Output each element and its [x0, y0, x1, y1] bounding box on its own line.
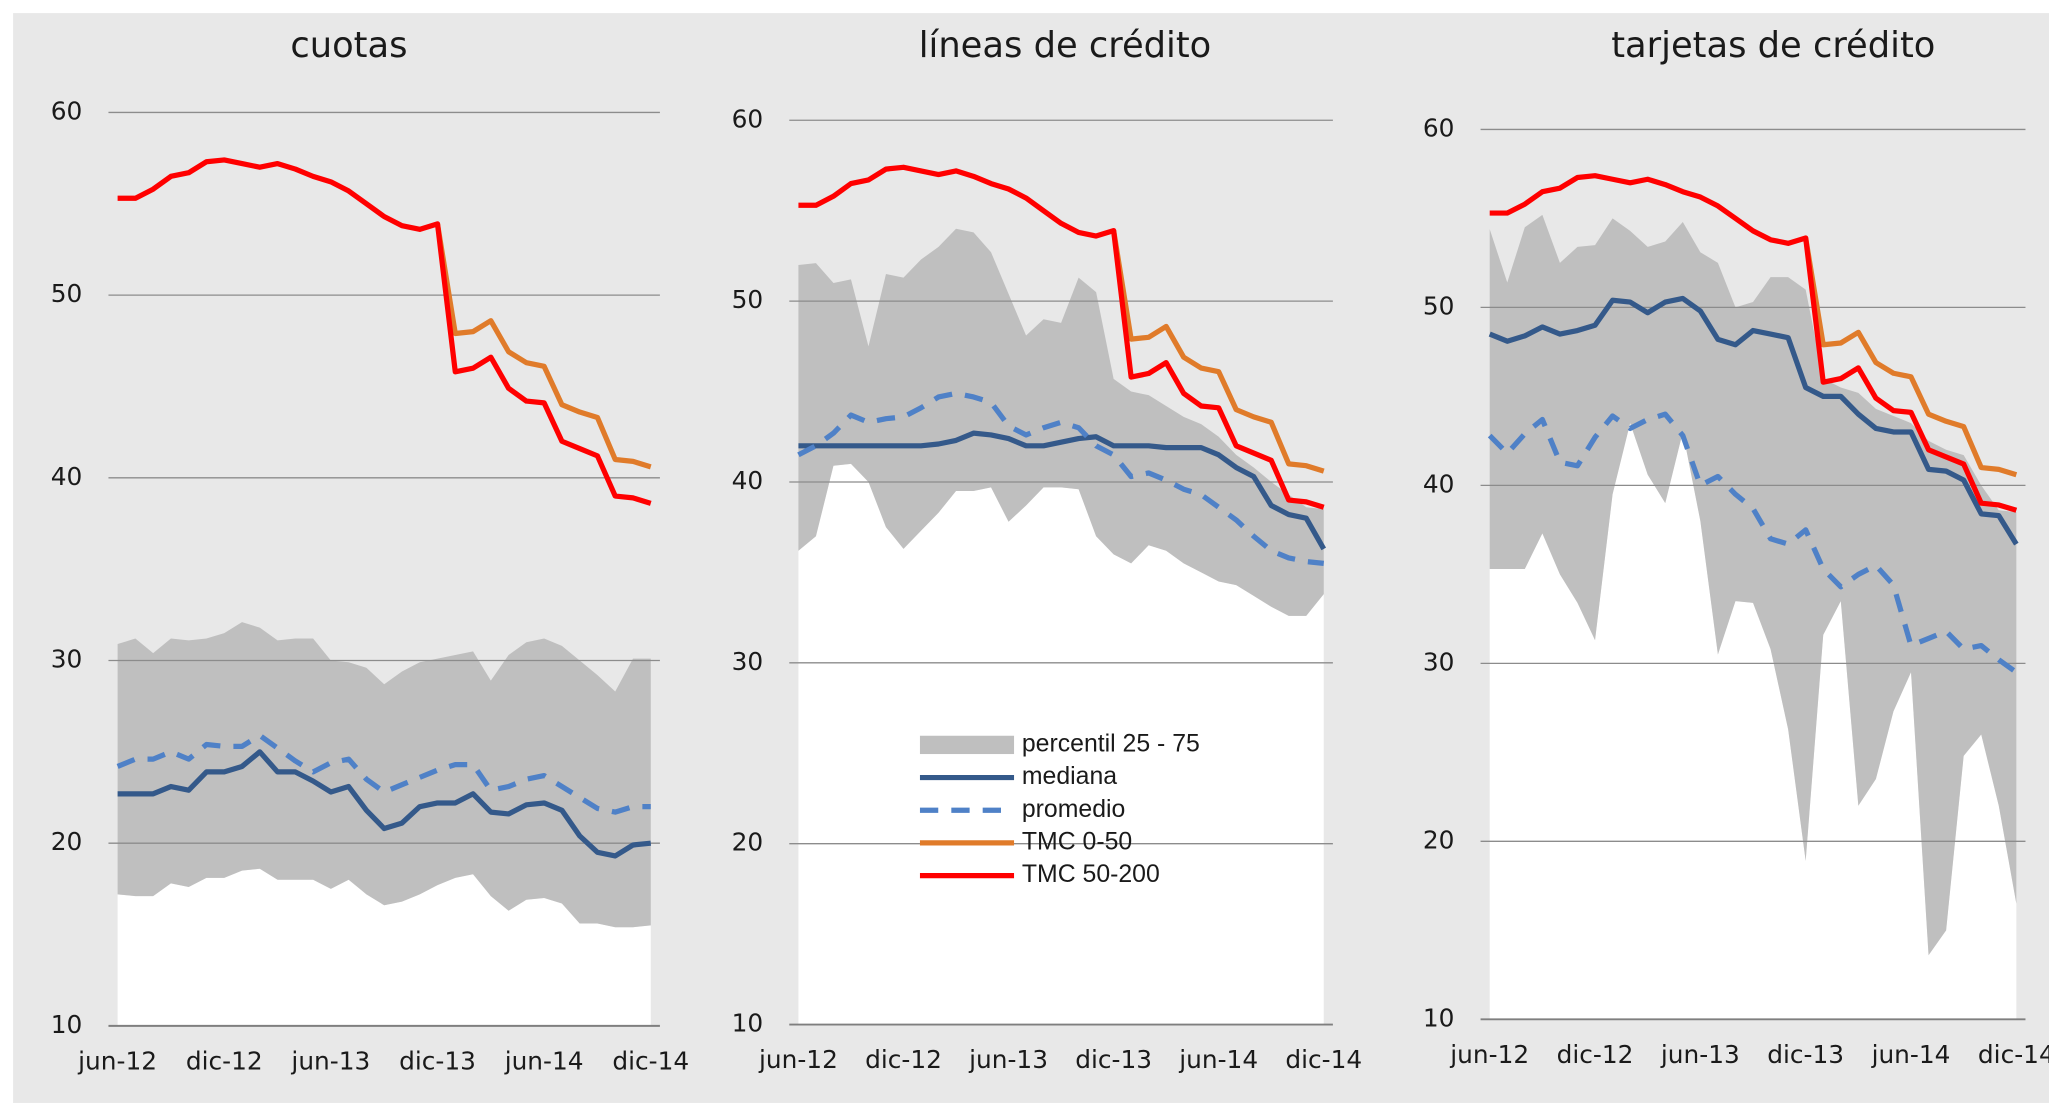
x-tick-label: jun-12 [1449, 1040, 1529, 1069]
y-tick-label: 60 [51, 96, 83, 125]
y-tick-label: 30 [732, 647, 764, 676]
x-tick-label: dic-14 [1978, 1040, 2049, 1069]
chart-title: líneas de crédito [919, 25, 1212, 66]
x-tick-label: jun-14 [1871, 1040, 1951, 1069]
series-line [798, 430, 1327, 551]
y-tick-label: 40 [732, 466, 764, 495]
legend-label: percentil 25 - 75 [1022, 730, 1200, 757]
x-tick-label: dic-12 [865, 1045, 942, 1074]
legend-label: promedio [1022, 796, 1125, 823]
legend-label: TMC 0-50 [1022, 828, 1132, 855]
below-band [798, 463, 1324, 1025]
x-tick-label: jun-12 [77, 1046, 157, 1075]
y-tick-label: 10 [1423, 1003, 1455, 1032]
series-line [797, 390, 1325, 566]
y-tick-label: 60 [1423, 113, 1455, 142]
y-tick-label: 20 [732, 828, 764, 857]
series-line [117, 157, 652, 506]
percentile-band [798, 228, 1324, 616]
x-tick-label: jun-14 [1178, 1045, 1258, 1074]
x-tick-label: jun-13 [290, 1046, 370, 1075]
chart-title: tarjetas de crédito [1611, 25, 1935, 66]
y-tick-label: 40 [51, 462, 83, 491]
x-tick-label: dic-13 [399, 1046, 476, 1075]
below-band [117, 868, 651, 1026]
series-line [1487, 411, 2018, 675]
series-line [1111, 230, 1325, 474]
percentile-band [1489, 214, 2017, 956]
series-line [117, 749, 652, 859]
series-line [1489, 173, 2018, 513]
y-tick-label: 20 [1423, 825, 1455, 854]
y-tick-label: 50 [732, 285, 764, 314]
x-tick-label: jun-13 [1660, 1040, 1740, 1069]
y-tick-label: 30 [51, 644, 83, 673]
legend-label: mediana [1022, 763, 1117, 790]
x-tick-label: dic-12 [186, 1046, 263, 1075]
x-tick-label: dic-12 [1557, 1040, 1634, 1069]
x-tick-label: jun-13 [968, 1045, 1048, 1074]
legend-swatch [919, 735, 1015, 755]
series-line [116, 732, 651, 815]
below-band [1489, 423, 2017, 1020]
x-tick-label: dic-14 [1285, 1045, 1362, 1074]
y-tick-label: 50 [51, 279, 83, 308]
y-tick-label: 30 [1423, 647, 1455, 676]
x-tick-label: dic-14 [612, 1046, 689, 1075]
x-tick-label: dic-13 [1075, 1045, 1152, 1074]
y-tick-label: 20 [51, 827, 83, 856]
x-tick-label: dic-13 [1767, 1040, 1844, 1069]
legend-label: TMC 50-200 [1022, 861, 1160, 888]
x-tick-label: jun-14 [504, 1046, 584, 1075]
percentile-band [117, 622, 651, 928]
y-tick-label: 40 [1423, 469, 1455, 498]
y-tick-label: 50 [1423, 291, 1455, 320]
y-tick-label: 10 [51, 1010, 83, 1039]
y-tick-label: 60 [732, 104, 764, 133]
series-line [1803, 237, 2018, 478]
series-line [434, 223, 652, 470]
x-tick-label: jun-12 [758, 1045, 838, 1074]
chart-title: cuotas [290, 25, 407, 66]
series-line [798, 164, 1325, 510]
y-tick-label: 10 [732, 1009, 764, 1038]
series-line [1488, 295, 2019, 546]
